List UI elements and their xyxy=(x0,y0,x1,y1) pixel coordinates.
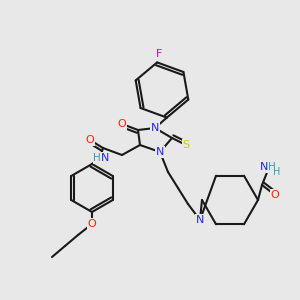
Text: N: N xyxy=(260,162,268,172)
Text: H: H xyxy=(268,162,276,172)
Text: H: H xyxy=(273,167,281,177)
Text: N: N xyxy=(196,215,204,225)
Text: O: O xyxy=(271,190,279,200)
Text: N: N xyxy=(101,153,109,163)
Text: O: O xyxy=(118,119,126,129)
Text: N: N xyxy=(156,147,164,157)
Text: O: O xyxy=(85,135,94,145)
Text: S: S xyxy=(182,140,190,150)
Text: O: O xyxy=(88,219,96,229)
Text: F: F xyxy=(156,50,162,59)
Text: N: N xyxy=(151,123,159,133)
Text: H: H xyxy=(93,153,101,163)
